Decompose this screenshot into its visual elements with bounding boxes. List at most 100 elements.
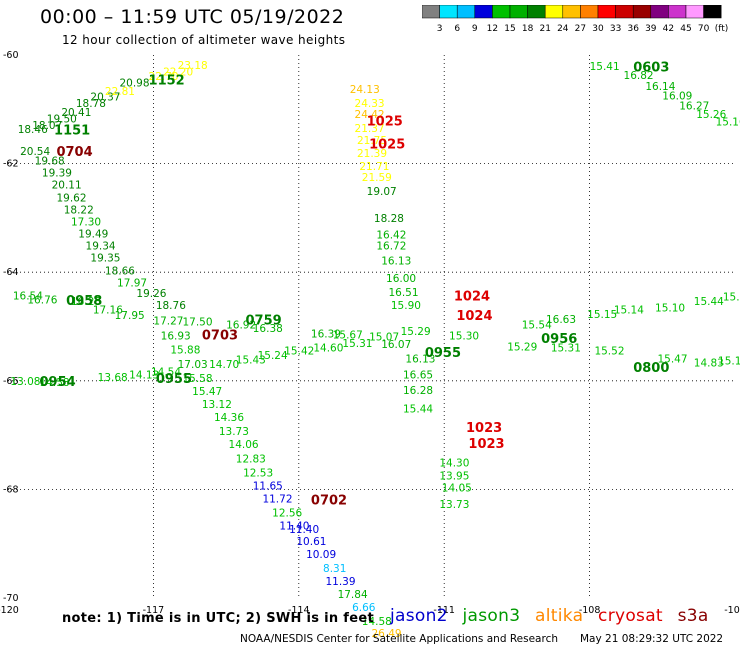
swh-value-label: 18.78 xyxy=(76,98,106,110)
swh-value-label: 19.49 xyxy=(78,228,108,240)
pass-time-label: 0955 xyxy=(156,372,192,387)
swh-value-label: 17.50 xyxy=(182,316,212,328)
pass-time-label: 0956 xyxy=(541,332,577,347)
swh-value-label: 18.22 xyxy=(64,205,94,217)
x-tick-label: -114 xyxy=(288,605,310,616)
swh-value-label: 17.95 xyxy=(115,310,145,322)
swh-value-label: 11.39 xyxy=(325,576,355,588)
swh-value-label: 19.39 xyxy=(42,168,72,180)
x-tick-label: -120 xyxy=(0,605,19,616)
swh-value-label: 16.27 xyxy=(679,100,709,112)
swh-value-label: 14.13 xyxy=(129,370,159,382)
x-tick-label: -117 xyxy=(143,605,165,616)
swh-value-label: 15.29 xyxy=(507,341,537,353)
satellite-legend: jason2 jason3 altika cryosat s3a xyxy=(390,606,718,626)
swh-value-label: 17.30 xyxy=(71,217,101,229)
swh-value-label: 20.54 xyxy=(20,146,50,158)
swh-value-label: 15.90 xyxy=(391,300,421,312)
swh-value-label: 11.72 xyxy=(262,493,292,505)
swh-value-label: 12.83 xyxy=(236,453,266,465)
pass-time-label: 1024 xyxy=(454,289,490,304)
swh-value-label: 6.66 xyxy=(352,602,376,614)
y-tick-label: -70 xyxy=(3,593,19,604)
pass-time-label: 0759 xyxy=(245,313,281,328)
colorbar-label: 15 xyxy=(504,24,515,34)
colorbar-unit: (ft) xyxy=(715,24,729,34)
swh-value-label: 15.29 xyxy=(401,326,431,338)
pass-time-label: 0704 xyxy=(56,145,92,160)
swh-value-label: 14.05 xyxy=(442,483,472,495)
swh-value-label: 24.33 xyxy=(355,98,385,110)
colorbar-label: 18 xyxy=(522,24,534,34)
swh-value-label: 21.71 xyxy=(359,161,389,173)
swh-value-label: 13.95 xyxy=(439,471,469,483)
colorbar-label: 21 xyxy=(539,24,550,34)
pass-time-label: 1152 xyxy=(149,73,185,88)
swh-value-label: 16.76 xyxy=(27,295,57,307)
legend-altika: altika xyxy=(535,606,584,626)
swh-value-label: 16.51 xyxy=(388,287,418,299)
colorbar-label: 39 xyxy=(645,24,657,34)
swh-value-label: 15.15 xyxy=(587,309,617,321)
swh-value-label: 19.68 xyxy=(35,156,65,168)
swh-value-label: 15.24 xyxy=(258,350,288,362)
legend-cryosat: cryosat xyxy=(598,606,663,626)
swh-value-label: 12.53 xyxy=(243,467,273,479)
swh-value-label: 16.28 xyxy=(71,296,101,308)
swh-value-label: 19.50 xyxy=(47,113,77,125)
swh-value-label: 11.40 xyxy=(279,521,309,533)
page-subtitle: 12 hour collection of altimeter wave hei… xyxy=(62,33,346,47)
swh-value-label: 16.07 xyxy=(381,339,411,351)
swh-value-label: 19.26 xyxy=(136,288,166,300)
pass-time-label: 0958 xyxy=(66,294,102,309)
colorbar-label: 27 xyxy=(575,24,586,34)
swh-value-label: 14.36 xyxy=(214,412,244,424)
swh-value-label: 15.44 xyxy=(694,296,724,308)
colorbar-label: 6 xyxy=(454,24,460,34)
swh-value-label: 13.08 xyxy=(10,376,40,388)
colorbar-swatch xyxy=(703,5,722,19)
swh-value-label: 15.04 xyxy=(723,291,740,303)
footnote: note: 1) Time is in UTC; 2) SWH is in fe… xyxy=(62,611,374,626)
swh-value-label: 19.34 xyxy=(86,240,116,252)
swh-value-label: 14.30 xyxy=(439,458,469,470)
swh-value-label: 16.92 xyxy=(226,320,256,332)
swh-value-label: 15.43 xyxy=(236,354,266,366)
swh-value-label: 23.18 xyxy=(178,60,208,72)
swh-value-label: 21.75 xyxy=(357,135,387,147)
pass-time-label: 1023 xyxy=(466,421,502,436)
swh-value-label: 16.39 xyxy=(311,328,341,340)
color-scale-legend: 3 6 9 12 15 18 21 24 27 30 33 36 39 42 45 70 (ft) xyxy=(422,5,729,34)
swh-value-label: 24.42 xyxy=(355,109,385,121)
swh-value-label: 22.81 xyxy=(105,86,135,98)
colorbar-label: 70 xyxy=(698,24,710,34)
colorbar-label: 33 xyxy=(610,24,621,34)
swh-value-label: 21.39 xyxy=(357,148,387,160)
swh-value-label: 16.65 xyxy=(403,370,433,382)
x-tick-label: -111 xyxy=(433,605,455,616)
y-tick-label: -62 xyxy=(3,159,19,170)
credit-text: NOAA/NESDIS Center for Satellite Applica… xyxy=(240,633,558,645)
swh-value-label: 16.14 xyxy=(645,81,675,93)
swh-value-label: 20.98 xyxy=(119,77,149,89)
timestamp-text: May 21 08:29:32 UTC 2022 xyxy=(580,633,724,645)
swh-value-label: 15.44 xyxy=(403,403,433,415)
swh-value-label: 13.73 xyxy=(439,499,469,511)
pass-time-label: 0703 xyxy=(202,329,238,344)
swh-value-label: 20.37 xyxy=(90,92,120,104)
colorbar-label: 45 xyxy=(680,24,691,34)
colorbar-label: 36 xyxy=(627,24,639,34)
swh-value-label: 17.27 xyxy=(153,315,183,327)
swh-value-label: 15.41 xyxy=(590,61,620,73)
colorbar-label: 30 xyxy=(592,24,604,34)
legend-s3a: s3a xyxy=(677,606,709,626)
colorbar-label: 9 xyxy=(472,24,478,34)
swh-value-label: 19.07 xyxy=(367,186,397,198)
swh-value-label: 16.42 xyxy=(376,230,406,242)
y-tick-label: -66 xyxy=(3,376,19,387)
swh-value-label: 16.28 xyxy=(403,385,433,397)
swh-value-label: 22.70 xyxy=(149,71,179,83)
swh-value-label: 16.54 xyxy=(13,290,43,302)
swh-value-label: 16.00 xyxy=(386,273,416,285)
swh-value-label: 14.54 xyxy=(151,366,181,378)
